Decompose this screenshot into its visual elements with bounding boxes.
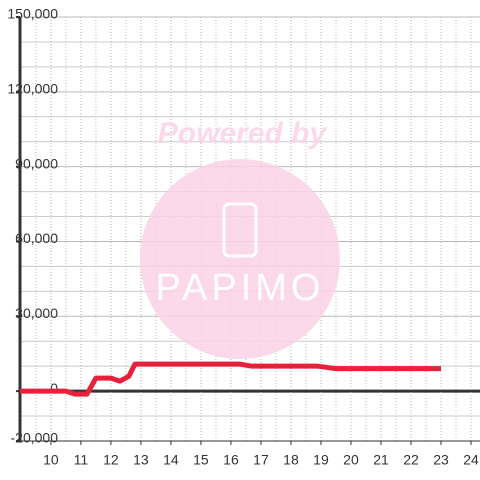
x-tick-label: 20 <box>343 452 359 468</box>
x-tick-label: 19 <box>313 452 329 468</box>
y-tick-label: 60,000 <box>15 230 58 246</box>
x-tick-label: 12 <box>103 452 119 468</box>
y-tick-label: 150,000 <box>7 6 58 22</box>
y-tick-label: 0 <box>50 380 58 396</box>
watermark: Powered by PAPIMO <box>140 117 340 359</box>
x-tick-label: 16 <box>223 452 239 468</box>
x-tick-label: 14 <box>163 452 179 468</box>
y-tick-label: 30,000 <box>15 305 58 321</box>
y-tick-label: 120,000 <box>7 81 58 97</box>
y-tick-label: -20,000 <box>11 430 59 446</box>
watermark-text: Powered by <box>158 117 328 150</box>
x-tick-label: 21 <box>373 452 389 468</box>
x-tick-label: 11 <box>74 452 89 468</box>
x-tick-label: 13 <box>133 452 149 468</box>
plot <box>20 361 441 397</box>
x-tick-label: 23 <box>433 452 449 468</box>
watermark-text: PAPIMO <box>156 267 325 309</box>
x-tick-label: 24 <box>463 452 479 468</box>
x-tick-label: 15 <box>193 452 209 468</box>
x-tick-label: 22 <box>403 452 419 468</box>
watermark-circle <box>140 159 340 359</box>
x-tick-label: 18 <box>283 452 299 468</box>
y-tick-label: 90,000 <box>15 155 58 171</box>
line <box>20 361 441 397</box>
x-tick-label: 17 <box>253 452 269 468</box>
watermark-phone <box>222 202 258 258</box>
x-tick-label: 10 <box>43 452 59 468</box>
